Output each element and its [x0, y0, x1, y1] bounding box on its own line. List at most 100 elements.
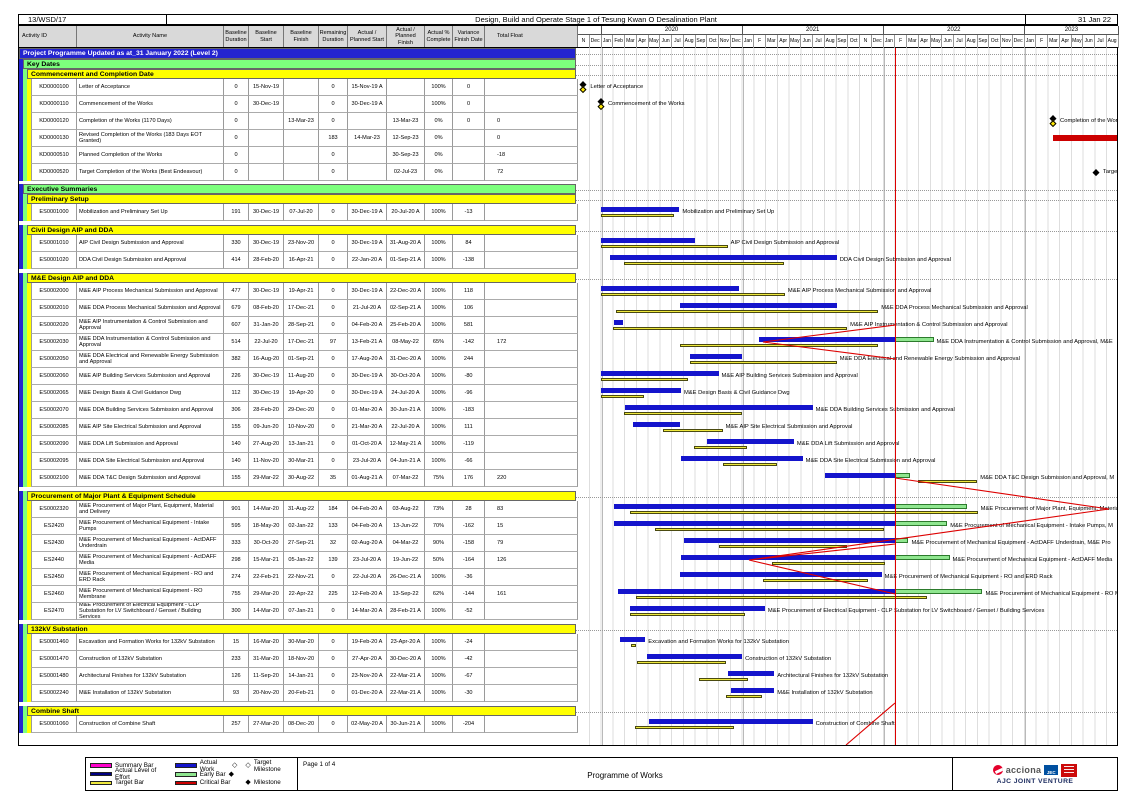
band-stripe-green [23, 552, 27, 569]
target-milestone-diamond [1049, 119, 1057, 127]
baseline-start: 30-Dec-19 [249, 368, 284, 385]
baseline-duration: 595 [224, 518, 249, 535]
baseline-duration: 155 [224, 470, 249, 487]
gantt-row: M&E DDA Process Mechanical Submission an… [578, 300, 1117, 317]
band-stripe-green [23, 368, 27, 385]
baseline-duration: 333 [224, 535, 249, 552]
variance-finish-date: -36 [453, 569, 485, 586]
actual-bar [614, 320, 623, 325]
baseline-finish: 13-Mar-23 [284, 113, 319, 130]
baseline-duration: 93 [224, 685, 249, 702]
baseline-start: 30-Dec-19 [249, 96, 284, 113]
band-stripe-green [23, 651, 27, 668]
total-float [485, 96, 578, 113]
variance-finish-date: -24 [453, 634, 485, 651]
data-date-line [894, 48, 897, 745]
target-bar [689, 360, 837, 364]
band-stripe-yellow [27, 552, 31, 569]
actual-pct-complete: 100% [425, 651, 453, 668]
band-stripe-blue [19, 283, 23, 300]
legend-item: Actual Level of Effort [90, 767, 167, 781]
activity-id: ES0002070 [31, 402, 77, 419]
actual-planned-start: 13-Feb-21 A [348, 334, 387, 351]
baseline-start: 28-Feb-20 [249, 252, 284, 269]
actual-bar [824, 473, 896, 478]
activity-row: ES2460 M&E Procurement of Mechanical Equi… [19, 586, 1117, 603]
actual-planned-start: 04-Feb-20 A [348, 518, 387, 535]
baseline-start: 15-Mar-21 [249, 552, 284, 569]
remaining-duration: 0 [319, 252, 348, 269]
activity-name: M&E DDA Electrical and Renewable Energy … [77, 351, 224, 368]
gantt-row: M&E DDA T&C Design Submission and Approv… [578, 470, 1117, 487]
activity-row: ES0002000 M&E AIP Process Mechanical Subm… [19, 283, 1117, 300]
baseline-finish: 27-Sep-21 [284, 535, 319, 552]
activity-name: M&E Design Basis & Civil Guidance Dwg [77, 385, 224, 402]
legend: Summary Bar Actual Level of Effort Target … [86, 758, 298, 790]
band-stripe-green [23, 164, 27, 181]
baseline-start: 11-Nov-20 [249, 453, 284, 470]
band-stripe-blue [19, 351, 23, 368]
remaining-duration: 0 [319, 569, 348, 586]
month-cell: May [649, 35, 661, 48]
actual-planned-start: 01-Aug-21 A [348, 470, 387, 487]
band-stripe-yellow [27, 685, 31, 702]
baseline-finish: 07-Jan-21 [284, 603, 319, 620]
actual-planned-finish: 12-May-21 A [387, 436, 425, 453]
critical-bar [1053, 135, 1117, 141]
gantt-row: Excavation and Formation Works for 132kV… [578, 634, 1117, 651]
baseline-duration: 126 [224, 668, 249, 685]
actual-planned-finish: 02-Sep-21 A [387, 300, 425, 317]
month-cell: Oct [848, 35, 860, 48]
baseline-duration: 112 [224, 385, 249, 402]
month-cell: Dec [590, 35, 602, 48]
remaining-duration: 133 [319, 518, 348, 535]
activity-row: KD0000130 Revised Completion of the Works… [19, 130, 1117, 147]
band-stripe-green [23, 69, 27, 79]
bar-label: Commencement of the Works [607, 101, 685, 107]
gantt-row: M&E AIP Process Mechanical Submission an… [578, 283, 1117, 300]
baseline-duration: 155 [224, 419, 249, 436]
baseline-finish: 22-Apr-22 [284, 586, 319, 603]
activity-name: M&E DDA Site Electrical Submission and A… [77, 453, 224, 470]
month-cell: Sep [978, 35, 990, 48]
total-float [485, 603, 578, 620]
baseline-duration: 414 [224, 252, 249, 269]
legend-label: Milestone [253, 779, 281, 786]
target-bar [600, 377, 688, 381]
actual-bar [759, 337, 896, 342]
band-stripe-blue [19, 634, 23, 651]
baseline-duration: 330 [224, 235, 249, 252]
band-stripe-blue [19, 252, 23, 269]
activity-row: ES2420 M&E Procurement of Mechanical Equi… [19, 518, 1117, 535]
actual-pct-complete: 0% [425, 130, 453, 147]
early-bar [895, 555, 950, 560]
band-stripe-green [23, 300, 27, 317]
band-stripe-green [23, 470, 27, 487]
gantt-row: Target Completion of the Works (Best End… [578, 164, 1117, 181]
activity-id: ES0002320 [31, 501, 77, 518]
actual-pct-complete: 0% [425, 164, 453, 181]
section-dotted-line [576, 194, 1117, 204]
total-float [485, 419, 578, 436]
gantt-row: M&E DDA Lift Submission and Approval [578, 436, 1117, 453]
actual-pct-complete: 100% [425, 79, 453, 96]
column-header: Activity Name [77, 26, 224, 47]
actual-planned-finish: 30-Sep-23 [387, 147, 425, 164]
baseline-duration: 755 [224, 586, 249, 603]
legend-item: Critical Bar [174, 779, 238, 788]
activity-row: ES0002095 M&E DDA Site Electrical Submiss… [19, 453, 1117, 470]
legend-swatch [174, 780, 197, 785]
band-stripe-yellow [27, 716, 31, 733]
column-header: Baseline Duration [224, 26, 249, 47]
section-dotted-line [576, 273, 1117, 283]
actual-pct-complete: 100% [425, 453, 453, 470]
activity-id: ES0002030 [31, 334, 77, 351]
gantt-row: M&E DDA Site Electrical Submission and A… [578, 453, 1117, 470]
band-stripe-green [23, 317, 27, 334]
gantt-row: Revised Completion of the Works (183 Day… [578, 130, 1117, 147]
remaining-duration: 0 [319, 402, 348, 419]
actual-planned-start: 23-Jul-20 A [348, 552, 387, 569]
milestone-diamond [1092, 168, 1100, 176]
variance-finish-date: -142 [453, 334, 485, 351]
bar-label: M&E Procurement of Mechanical Equipment … [952, 557, 1113, 563]
